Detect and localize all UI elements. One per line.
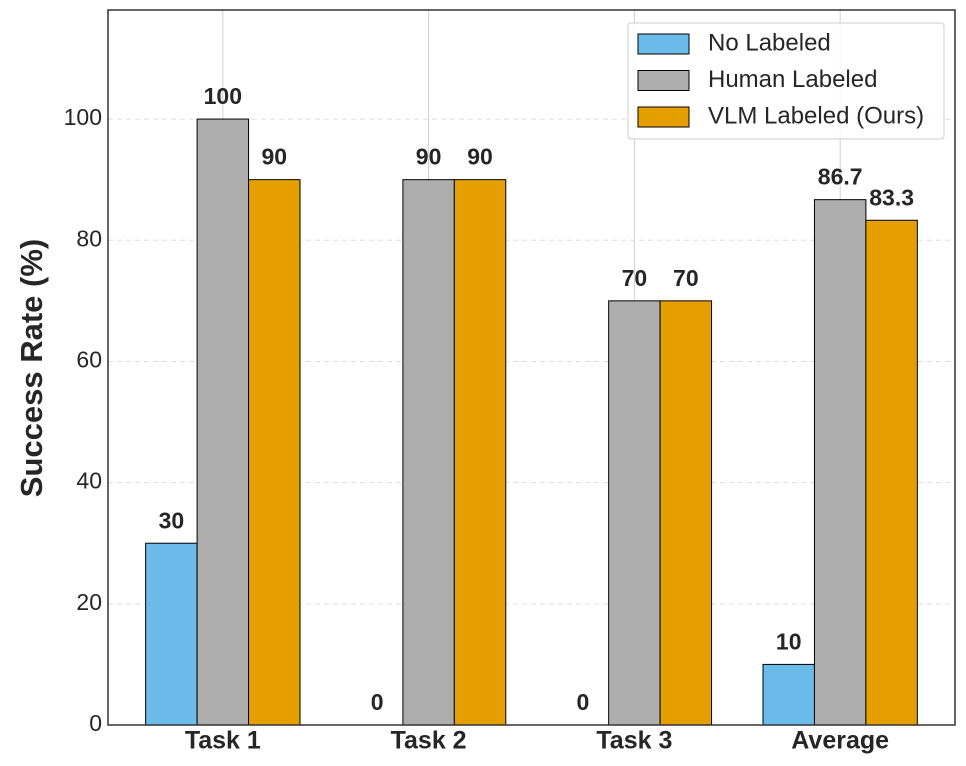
value-label: 0 xyxy=(577,689,590,715)
value-label: 83.3 xyxy=(869,184,914,210)
bar xyxy=(762,663,815,726)
bar xyxy=(196,118,250,726)
value-label: 70 xyxy=(673,265,699,291)
y-tick-label: 80 xyxy=(76,225,102,251)
legend-label: No Labeled xyxy=(708,29,831,56)
bar xyxy=(453,179,507,726)
value-label: 100 xyxy=(204,83,242,109)
value-label: 90 xyxy=(467,144,493,170)
bar xyxy=(145,542,198,726)
value-label: 90 xyxy=(416,144,442,170)
legend-label: Human Labeled xyxy=(708,66,877,93)
value-label: 30 xyxy=(159,507,185,533)
y-axis-label: Success Rate (%) xyxy=(14,239,49,497)
value-label: 90 xyxy=(261,144,287,170)
bar xyxy=(865,219,918,726)
legend-swatch xyxy=(637,33,690,55)
value-label: 10 xyxy=(776,628,802,654)
x-tick-label: Task 3 xyxy=(596,727,672,755)
value-label: 0 xyxy=(371,689,384,715)
legend-box xyxy=(627,22,945,140)
plot-frame xyxy=(107,9,956,726)
value-label: 86.7 xyxy=(818,164,863,190)
y-tick-label: 0 xyxy=(89,710,102,736)
y-tick-label: 60 xyxy=(76,347,102,373)
y-tick-label: 100 xyxy=(64,104,102,130)
x-tick-label: Average xyxy=(791,727,889,755)
bar xyxy=(813,199,867,726)
y-tick-label: 20 xyxy=(76,589,102,615)
bar xyxy=(248,179,301,726)
legend-swatch xyxy=(637,70,690,91)
x-tick-label: Task 1 xyxy=(185,727,261,755)
legend-swatch xyxy=(637,106,690,128)
x-tick-label: Task 2 xyxy=(391,727,467,755)
y-tick-label: 40 xyxy=(76,468,102,494)
bar xyxy=(402,179,455,726)
bar xyxy=(608,300,661,726)
legend-label: VLM Labeled (Ours) xyxy=(708,102,924,129)
value-label: 70 xyxy=(622,265,648,291)
bar xyxy=(659,300,713,726)
